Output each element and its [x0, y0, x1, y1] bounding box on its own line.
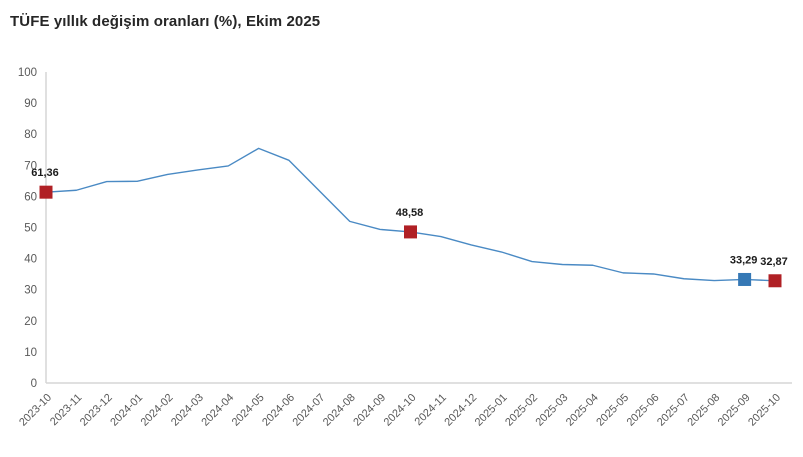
x-tick-label: 2024-09	[351, 392, 388, 429]
y-tick-label: 0	[31, 378, 37, 390]
x-tick-label: 2025-02	[503, 392, 540, 429]
y-tick-label: 50	[24, 223, 37, 235]
x-tick-label: 2024-12	[442, 392, 479, 429]
x-tick-label: 2024-07	[290, 392, 327, 429]
x-tick-label: 2025-08	[685, 392, 722, 429]
x-tick-label: 2025-03	[533, 392, 570, 429]
data-point-marker	[738, 272, 752, 286]
data-point-label: 32,87	[760, 256, 788, 268]
x-tick-label: 2023-10	[17, 392, 54, 429]
x-tick-label: 2024-08	[321, 392, 358, 429]
y-tick-label: 100	[18, 67, 37, 79]
x-tick-label: 2025-10	[746, 392, 783, 429]
x-tick-label: 2024-05	[230, 392, 267, 429]
y-tick-label: 10	[24, 347, 37, 359]
y-tick-label: 30	[24, 285, 37, 297]
y-tick-label: 90	[24, 98, 37, 110]
x-tick-label: 2025-07	[655, 392, 692, 429]
data-point-label: 48,58	[396, 207, 424, 219]
x-tick-label: 2025-05	[594, 392, 631, 429]
x-tick-label: 2025-06	[625, 392, 662, 429]
x-tick-label: 2024-03	[169, 392, 206, 429]
y-tick-label: 40	[24, 254, 37, 266]
x-tick-label: 2025-01	[473, 392, 510, 429]
x-tick-label: 2024-04	[199, 392, 236, 429]
x-tick-label: 2025-04	[564, 392, 601, 429]
chart-title: TÜFE yıllık değişim oranları (%), Ekim 2…	[10, 13, 321, 30]
data-point-marker	[768, 274, 782, 288]
x-tick-label: 2023-12	[78, 392, 115, 429]
data-point-label: 33,29	[730, 254, 758, 266]
y-tick-label: 80	[24, 129, 37, 141]
x-tick-label: 2024-01	[108, 392, 145, 429]
data-point-label: 61,36	[31, 167, 59, 179]
x-tick-label: 2025-09	[716, 392, 753, 429]
x-tick-label: 2024-06	[260, 392, 297, 429]
data-point-marker	[404, 225, 417, 239]
y-tick-label: 20	[24, 316, 37, 328]
y-tick-label: 60	[24, 191, 37, 203]
x-tick-label: 2024-10	[382, 392, 419, 429]
data-point-marker	[39, 185, 53, 199]
x-tick-label: 2024-02	[139, 392, 176, 429]
y-tick-label: 70	[24, 160, 37, 172]
